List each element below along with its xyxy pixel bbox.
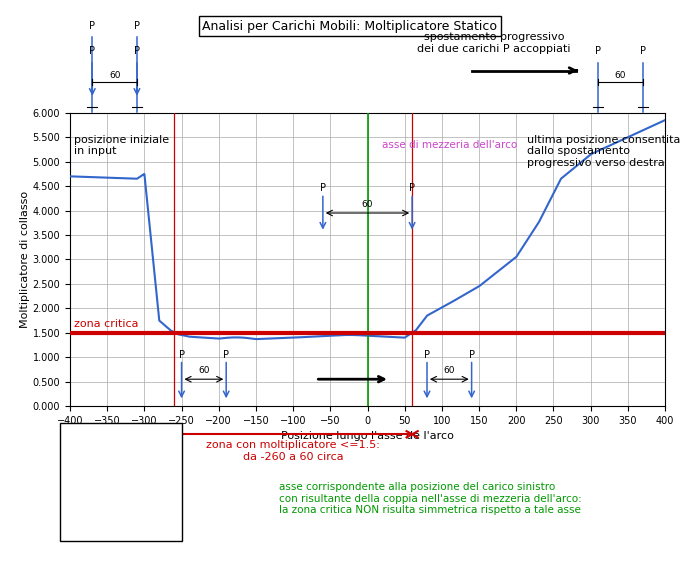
Text: P: P (90, 21, 95, 31)
Text: P: P (320, 183, 326, 193)
Text: P: P (640, 46, 645, 56)
Text: P: P (134, 21, 140, 31)
Text: 60: 60 (198, 366, 209, 375)
Text: 60: 60 (615, 71, 626, 80)
Text: posizione iniziale
in input: posizione iniziale in input (74, 135, 169, 156)
Text: P: P (409, 183, 415, 193)
Text: 60: 60 (109, 71, 120, 80)
Text: P: P (178, 350, 185, 360)
Text: ultima posizione consentita
dallo spostamento
progressivo verso destra: ultima posizione consentita dallo sposta… (527, 135, 681, 168)
Text: P: P (120, 430, 127, 440)
Text: Schema di carico
P=300 kN: Schema di carico P=300 kN (61, 494, 145, 515)
Text: 60: 60 (444, 366, 455, 375)
X-axis label: Posizione lungo l'asse de l'arco: Posizione lungo l'asse de l'arco (281, 431, 454, 442)
Text: P: P (424, 350, 430, 360)
Text: P: P (79, 430, 85, 440)
Text: P: P (90, 46, 95, 56)
Y-axis label: Moltiplicatore di collasso: Moltiplicatore di collasso (20, 191, 30, 328)
Text: P: P (468, 350, 475, 360)
Text: P: P (595, 46, 601, 56)
Text: P: P (223, 350, 229, 360)
Text: P: P (134, 46, 140, 56)
Text: asse di mezzeria dell'arco: asse di mezzeria dell'arco (382, 139, 517, 149)
Text: spostamento progressivo
dei due carichi P accoppiati: spostamento progressivo dei due carichi … (417, 32, 570, 54)
Text: Analisi per Carichi Mobili: Moltiplicatore Statico: Analisi per Carichi Mobili: Moltiplicato… (202, 20, 498, 33)
Text: zona con moltiplicatore <=1.5:
da -260 a 60 circa: zona con moltiplicatore <=1.5: da -260 a… (206, 440, 380, 461)
Text: zona critica: zona critica (74, 319, 138, 329)
Text: 60: 60 (97, 449, 108, 458)
Text: asse corrispondente alla posizione del carico sinistro
con risultante della copp: asse corrispondente alla posizione del c… (279, 482, 582, 515)
Text: 60: 60 (362, 200, 373, 209)
